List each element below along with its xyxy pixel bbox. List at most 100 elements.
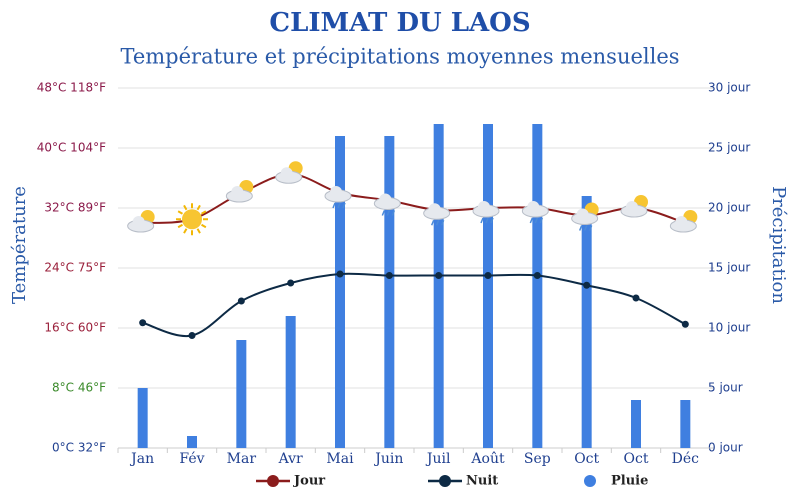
rain-bar: [532, 124, 543, 448]
rain-bar: [581, 196, 592, 448]
sun: [182, 209, 202, 230]
rain-drop: [391, 210, 396, 216]
rain-drop: [440, 219, 445, 226]
rain-drop: [342, 202, 346, 209]
y-tick-label: 24°C 75°F: [44, 261, 106, 275]
point: [583, 281, 591, 289]
x-tick-label: Juil: [425, 451, 451, 467]
sun-ray: [177, 210, 183, 215]
point: [336, 270, 344, 278]
x-tick-label: Avr: [278, 451, 303, 467]
y-tick-label: 16°C 60°F: [44, 321, 106, 335]
point: [237, 297, 245, 305]
y-tick-label: 8°C 46°F: [52, 381, 106, 395]
y-tick-label: 48°C 118°F: [37, 81, 106, 95]
y2-tick-label: 25 jour: [708, 141, 750, 155]
weather-icon: [571, 202, 599, 231]
point: [435, 272, 443, 279]
sun-ray: [201, 210, 207, 215]
rain-bar: [631, 400, 641, 448]
weather-icon: [324, 186, 352, 209]
rain-bar: [137, 388, 148, 448]
weather-icon: [275, 161, 303, 184]
cloud: [428, 203, 441, 216]
y2-tick-label: 10 jour: [708, 321, 750, 335]
point: [188, 332, 196, 339]
rain-bar: [384, 136, 395, 448]
cloud: [231, 186, 244, 198]
rain-bar: [335, 136, 345, 448]
chart-subtitle: Température et précipitations moyennes m…: [120, 45, 679, 69]
y2-tick-label: 30 jour: [708, 81, 750, 95]
cloud: [527, 201, 540, 213]
cloud: [675, 216, 688, 228]
cloud: [132, 216, 145, 228]
cloud: [576, 208, 589, 221]
y-axis-label: Température: [9, 186, 30, 304]
cloud: [280, 167, 293, 180]
weather-icon: [127, 210, 155, 233]
x-tick-label: Août: [470, 451, 505, 467]
weather-icon: [472, 201, 500, 224]
rain-drop: [529, 217, 534, 224]
rain-drop: [480, 217, 484, 224]
weather-icon: [669, 210, 698, 233]
legend-marker: [439, 475, 451, 487]
x-tick-label: Fév: [179, 451, 204, 467]
rain-bar: [433, 124, 444, 448]
point: [632, 294, 640, 302]
point: [484, 272, 492, 279]
legend-label: Jour: [293, 474, 325, 489]
x-tick-label: Sep: [524, 451, 551, 467]
rain-drop: [381, 210, 386, 216]
rain-drop: [386, 210, 391, 216]
rain-drop: [337, 202, 341, 209]
rain-drop: [435, 219, 440, 226]
x-tick-label: Oct: [574, 451, 599, 467]
chart-title: CLIMAT DU LAOS: [269, 8, 530, 38]
sun-ray: [201, 223, 207, 229]
y-tick-label: 32°C 89°F: [44, 201, 106, 215]
weather-icon: [373, 193, 401, 216]
legend-marker: [267, 475, 279, 487]
x-tick-label: Oct: [624, 451, 649, 467]
point: [681, 320, 689, 328]
legend-label: Nuit: [466, 474, 498, 489]
rain-bar: [236, 340, 247, 448]
sun-ray: [177, 223, 183, 229]
cloud: [626, 201, 638, 213]
point: [533, 272, 541, 279]
rain-drop: [578, 225, 583, 231]
cloud: [379, 193, 392, 206]
point: [385, 272, 393, 279]
rain-drop: [588, 225, 593, 231]
y-tick-label: 0°C 32°F: [52, 441, 106, 455]
weather-icon: [521, 201, 549, 224]
rain-bar: [187, 436, 197, 448]
rain-bar: [285, 316, 296, 448]
x-tick-label: Juin: [373, 451, 403, 467]
x-tick-label: Mar: [227, 451, 257, 467]
rain-bar: [483, 124, 493, 448]
cloud: [330, 186, 342, 198]
y2-tick-label: 0 jour: [708, 441, 743, 455]
weather-icon: [423, 203, 451, 226]
y2-tick-label: 20 jour: [708, 201, 750, 215]
rain-bar: [680, 400, 691, 448]
temperature-line: [142, 272, 686, 338]
sun-ray: [196, 204, 201, 211]
x-tick-label: Déc: [672, 451, 700, 467]
rain-drop: [332, 202, 336, 209]
legend-marker: [584, 475, 596, 487]
sun-ray: [183, 228, 188, 234]
x-tick-label: Mai: [326, 451, 354, 467]
rain-drop: [430, 219, 435, 226]
rain-drop: [583, 225, 588, 231]
y-tick-label: 40°C 104°F: [37, 141, 106, 155]
cloud: [478, 201, 490, 213]
weather-icon: [225, 180, 254, 203]
y2-axis-label: Précipitation: [768, 186, 789, 304]
rain-drop: [534, 217, 539, 224]
